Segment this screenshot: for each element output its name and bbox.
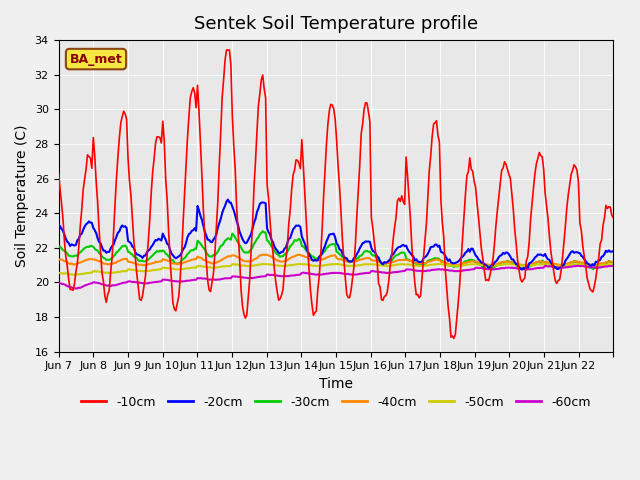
X-axis label: Time: Time	[319, 377, 353, 391]
Title: Sentek Soil Temperature profile: Sentek Soil Temperature profile	[194, 15, 478, 33]
Legend: -10cm, -20cm, -30cm, -40cm, -50cm, -60cm: -10cm, -20cm, -30cm, -40cm, -50cm, -60cm	[76, 391, 596, 414]
Y-axis label: Soil Temperature (C): Soil Temperature (C)	[15, 125, 29, 267]
Text: BA_met: BA_met	[70, 53, 122, 66]
